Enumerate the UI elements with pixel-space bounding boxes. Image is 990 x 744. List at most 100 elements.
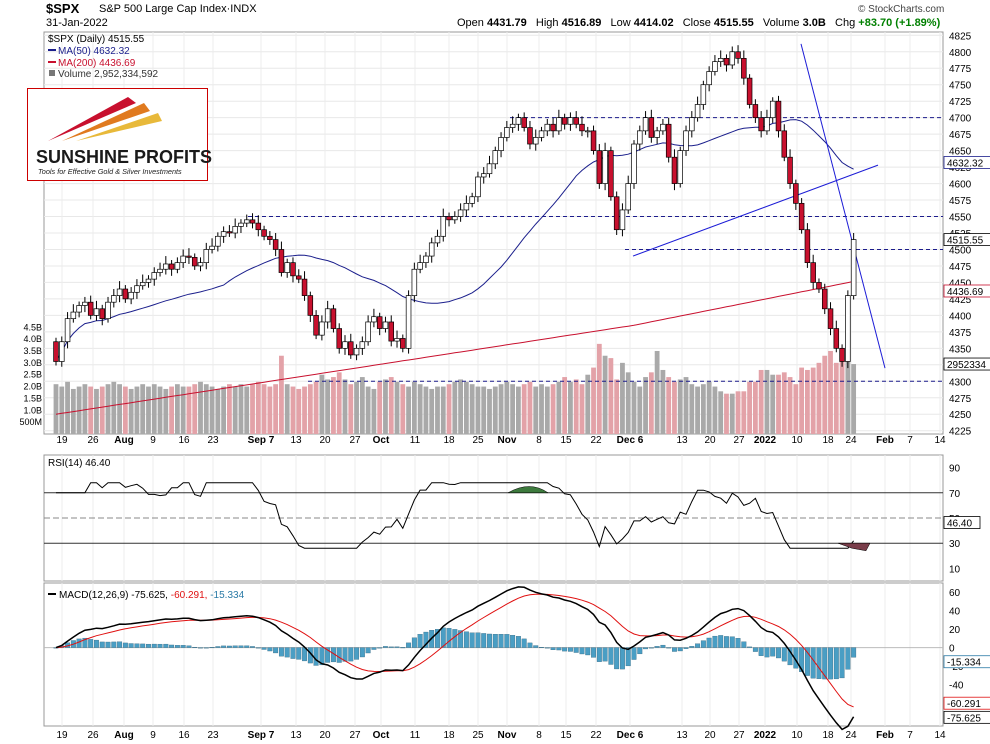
volume-bar	[59, 386, 65, 434]
volume-bar	[741, 391, 747, 434]
x-axis-label: Nov	[498, 730, 517, 741]
price-tick-label: 4750	[949, 81, 972, 92]
macd-histogram-bar	[619, 647, 625, 670]
x-axis-label: Aug	[114, 435, 133, 446]
macd-tag: -75.625	[947, 713, 981, 724]
volume-bar	[475, 386, 481, 434]
x-axis-label: Aug	[114, 730, 133, 741]
candle-body	[723, 58, 730, 66]
candle-body	[602, 150, 608, 184]
candle-body	[452, 216, 458, 221]
macd-histogram-bar	[267, 647, 273, 652]
candle-body	[717, 58, 724, 63]
volume-bar	[140, 384, 146, 434]
volume-bar	[452, 381, 458, 434]
volume-bar	[608, 358, 614, 434]
candle-body	[608, 150, 614, 198]
macd-tag-box	[943, 710, 990, 724]
macd-histogram-bar	[192, 646, 198, 648]
candle-body	[336, 328, 342, 349]
volume-bar	[105, 384, 111, 434]
volume-bar	[770, 374, 776, 434]
candle-body	[134, 285, 140, 293]
macd-histogram-bar	[99, 641, 105, 648]
candle-body	[186, 255, 192, 258]
volume-bar	[700, 384, 706, 434]
x-axis-label: 26	[87, 730, 99, 741]
price-tick-label: 4600	[949, 180, 972, 191]
candle-body	[816, 282, 822, 290]
x-axis-label: 10	[791, 730, 803, 741]
candle-body	[498, 137, 504, 151]
macd-histogram-bar	[585, 647, 591, 656]
candle-body	[579, 123, 585, 132]
macd-histogram-bar	[134, 643, 140, 648]
volume-bar	[747, 381, 752, 434]
volume-bar	[504, 381, 510, 434]
volume-bar	[290, 386, 296, 434]
candle-body	[116, 288, 123, 296]
macd-histogram-bar	[354, 647, 360, 660]
x-axis-label: 13	[290, 730, 302, 741]
candle-body	[821, 288, 828, 310]
volume-bar	[238, 384, 244, 434]
macd-histogram-bar	[758, 647, 764, 656]
sunburst-icon	[48, 97, 162, 141]
macd-histogram-bar	[417, 634, 423, 648]
x-axis-label: 16	[178, 435, 190, 446]
volume-bar	[371, 388, 377, 434]
price-tick-label: 4725	[949, 97, 972, 108]
candle-body	[53, 341, 59, 362]
volume-bar	[354, 381, 359, 434]
volume-bar	[729, 393, 735, 434]
candle-body	[417, 262, 423, 270]
macd-histogram-bar	[752, 647, 758, 652]
candle-body	[457, 209, 464, 217]
candle-body	[70, 311, 77, 320]
candle-body	[781, 130, 788, 158]
volume-bar	[440, 386, 446, 434]
macd-histogram-bar	[781, 647, 787, 662]
macd-histogram-bar	[550, 647, 556, 650]
macd-histogram-bar	[221, 645, 227, 648]
candle-body	[544, 123, 551, 132]
candle-body	[793, 183, 799, 204]
rsi-tick-label: 30	[949, 539, 961, 550]
x-axis-label: Dec 6	[617, 730, 644, 741]
candle-body	[746, 77, 753, 105]
x-axis-label: Sep 7	[248, 730, 275, 741]
macd-histogram-bar	[833, 647, 839, 680]
volume-bar	[851, 364, 857, 434]
volume-bar	[660, 369, 666, 434]
candle-body	[735, 51, 741, 59]
macd-histogram-bar	[278, 647, 284, 657]
macd-histogram-bar	[359, 647, 365, 658]
macd-tick-label: 60	[949, 588, 961, 599]
candle-body	[243, 219, 250, 224]
panel-frame	[43, 582, 944, 727]
volume-bar	[718, 391, 724, 434]
volume-bar	[602, 355, 608, 434]
candle-body	[434, 235, 441, 244]
volume-bar	[839, 355, 845, 434]
volume-bar	[94, 388, 99, 434]
volume-tag-box	[943, 357, 990, 371]
volume-bar	[122, 386, 128, 434]
candle-body	[480, 173, 487, 178]
volume-bar	[359, 377, 365, 434]
x-axis-label: Oct	[373, 435, 390, 446]
volume-bar	[666, 377, 672, 434]
volume-bar	[157, 386, 163, 434]
candle-body	[319, 321, 325, 336]
macd-histogram-bar	[596, 647, 602, 662]
volume-bar	[799, 367, 805, 434]
volume-bar	[117, 384, 122, 434]
volume-bar	[758, 369, 764, 434]
candle-body	[405, 295, 412, 349]
candle-body	[694, 104, 701, 119]
macd-histogram-bar	[521, 638, 527, 648]
candle-body	[226, 231, 233, 234]
candle-body	[157, 268, 163, 273]
macd-histogram-bar	[475, 632, 481, 648]
volume-bar	[244, 386, 250, 434]
